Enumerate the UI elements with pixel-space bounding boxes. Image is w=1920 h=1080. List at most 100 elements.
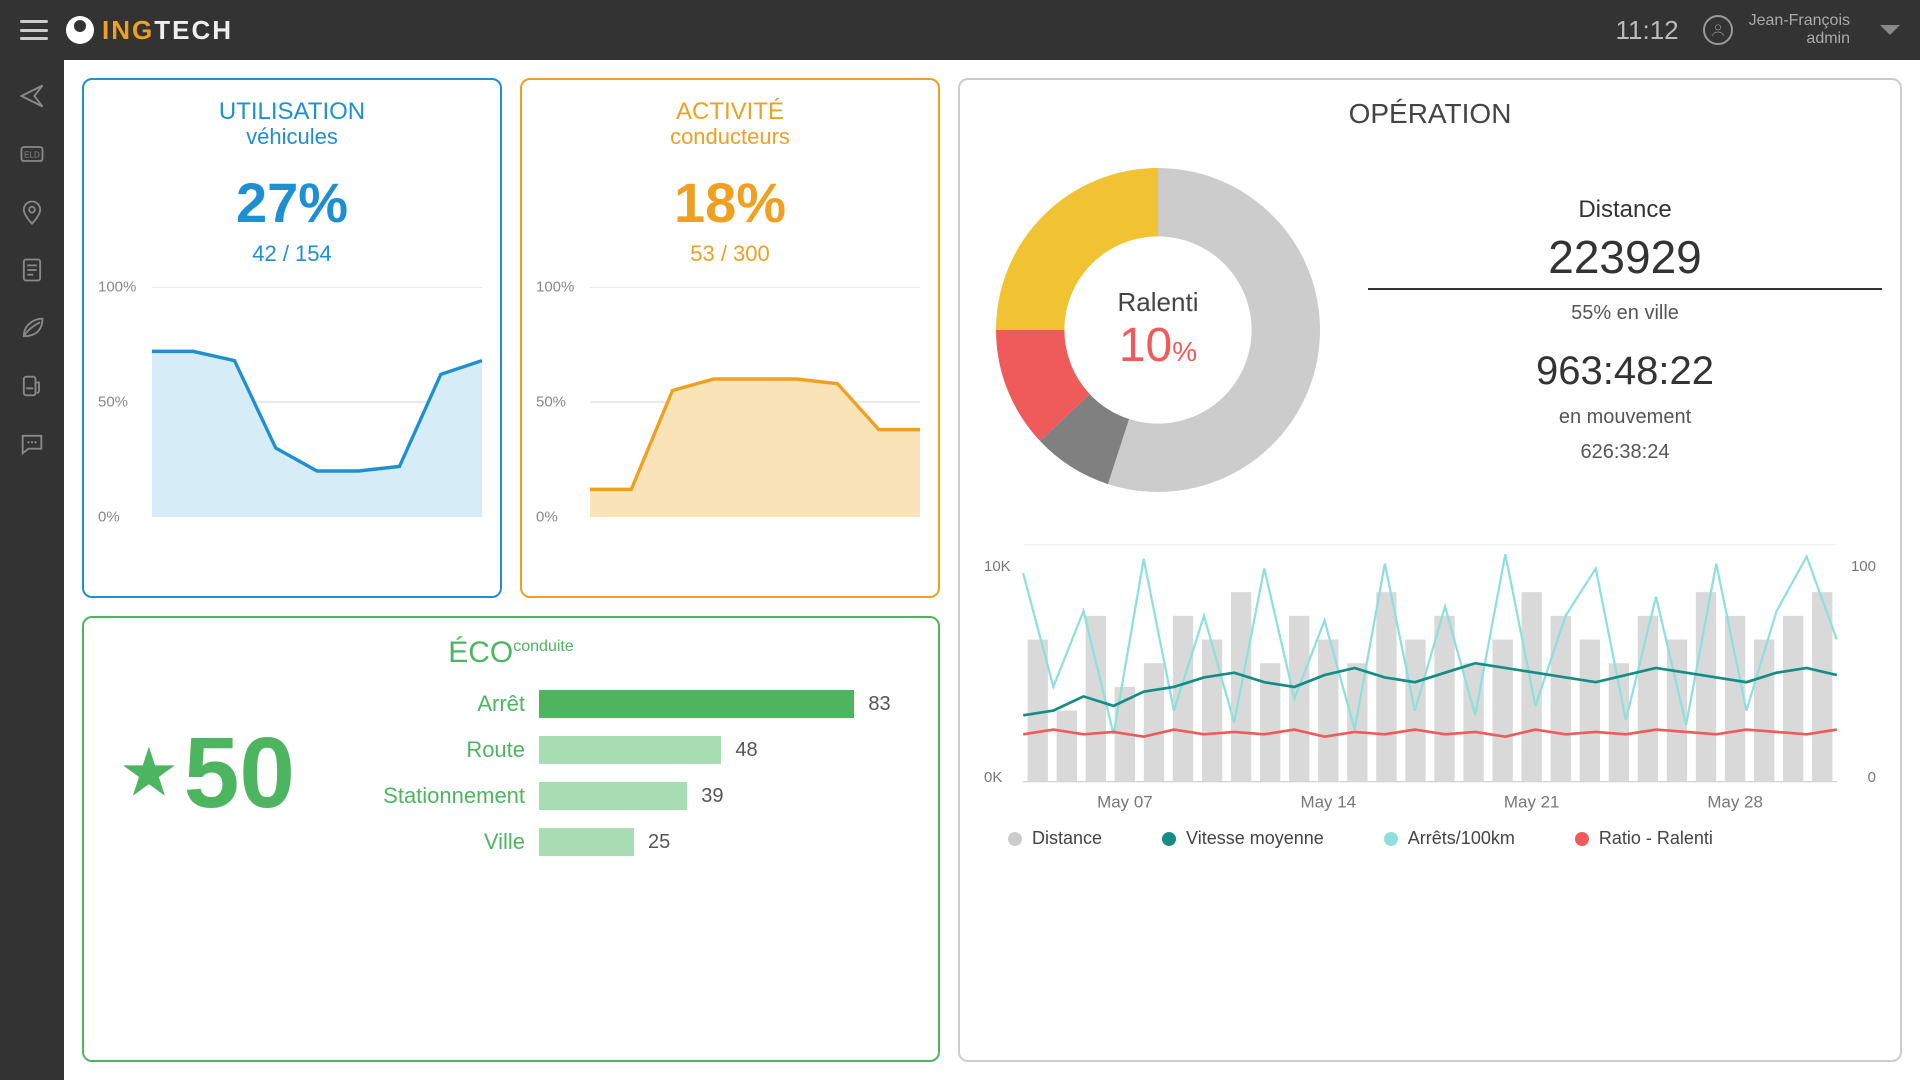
distance-label: Distance [1368,196,1882,224]
legend-item: Vitesse moyenne [1162,828,1324,849]
legend-dot [1008,832,1022,846]
header: INGTECH 11:12 Jean-François admin [0,0,1920,60]
main: UTILISATION véhicules 27% 42 / 154 100% … [64,60,1920,1080]
donut-label: Ralenti [1118,287,1199,318]
y-tick: 100% [536,279,574,296]
eco-bar-label: Stationnement [335,783,525,809]
activite-subtitle: conducteurs [540,124,920,150]
utilisation-card: UTILISATION véhicules 27% 42 / 154 100% … [82,78,502,598]
eco-bar-row: Ville 25 [335,828,900,856]
sidebar: ELD [0,60,64,1080]
utilisation-title: UTILISATION [102,98,482,126]
user-block[interactable]: Jean-François admin [1749,12,1850,49]
operation-legend: Distance Vitesse moyenne Arrêts/100km Ratio… [978,828,1882,849]
legend-label: Vitesse moyenne [1186,828,1324,849]
eco-title-main: ÉCO [448,636,513,669]
clock: 11:12 [1615,15,1678,46]
left-tick: 0K [984,769,1002,786]
donut-value: 10 [1119,319,1172,372]
y-tick: 0% [98,509,120,526]
moving-label: en mouvement [1368,406,1882,429]
moving-time: 963:48:22 [1368,349,1882,394]
eco-bar-row: Route 48 [335,736,900,764]
chevron-down-icon[interactable] [1880,25,1900,35]
star-icon: ★ [122,738,176,808]
body: ELD UTILISATION véhicules 27% 42 / 154 1… [0,60,1920,1080]
y-tick: 100% [98,279,136,296]
user-icon[interactable] [1703,15,1733,45]
activite-card: ACTIVITÉ conducteurs 18% 53 / 300 100% 5… [520,78,940,598]
svg-text:ELD: ELD [24,151,40,160]
eco-bar-label: Ville [335,829,525,855]
eco-bar-value: 48 [735,739,757,762]
activite-chart: 100% 50% 0% [540,287,920,517]
operation-chart: 10K 0K 100 0 May 07 May 14 May 21 May 28 [978,534,1882,814]
eco-bar [539,736,721,764]
eco-score-value: 50 [184,716,295,831]
eco-card: ÉCOconduite ★50 Arrêt 83 Route 48 Stationnem… [82,616,940,1062]
y-tick: 0% [536,509,558,526]
utilisation-chart: 100% 50% 0% [102,287,482,517]
svg-text:May 07: May 07 [1097,793,1153,812]
eco-bars: Arrêt 83 Route 48 Stationnement 39 Ville 25 [335,690,900,856]
utilisation-value: 27% [102,170,482,235]
legend-label: Ratio - Ralenti [1599,828,1713,849]
operation-donut: Ralenti 10% [978,150,1338,510]
eco-bar-value: 25 [648,831,670,854]
right-tick: 0 [1868,769,1876,786]
activite-value: 18% [540,170,920,235]
brand-part-2: TECH [154,15,233,45]
activite-title: ACTIVITÉ [540,98,920,126]
eco-bar-label: Arrêt [335,691,525,717]
brand-part-1: ING [102,15,154,45]
eco-bar-row: Arrêt 83 [335,690,900,718]
eco-bar-row: Stationnement 39 [335,782,900,810]
logo: INGTECH [66,15,233,46]
operation-card: OPÉRATION Ralenti 10% Distance 223929 55… [958,78,1902,1062]
app: INGTECH 11:12 Jean-François admin ELD [0,0,1920,1080]
user-name: Jean-François [1749,12,1850,30]
eco-bar [539,828,634,856]
legend-dot [1575,832,1589,846]
utilisation-subtitle: véhicules [102,124,482,150]
eco-bar [539,690,854,718]
legend-label: Distance [1032,828,1102,849]
chat-icon[interactable] [16,428,48,460]
right-tick: 100 [1851,558,1876,575]
clipboard-icon[interactable] [16,254,48,286]
fuel-icon[interactable] [16,370,48,402]
legend-item: Distance [1008,828,1102,849]
svg-text:May 14: May 14 [1301,793,1357,812]
eld-icon[interactable]: ELD [16,138,48,170]
y-tick: 50% [536,394,566,411]
operation-title: OPÉRATION [978,98,1882,130]
eco-title: ÉCOconduite [102,636,920,670]
legend-dot [1384,832,1398,846]
location-pin-icon[interactable] [16,196,48,228]
city-pct: 55% en ville [1368,302,1882,325]
eco-bar-label: Route [335,737,525,763]
utilisation-ratio: 42 / 154 [102,241,482,267]
operation-stats: Distance 223929 55% en ville 963:48:22 e… [1368,196,1882,464]
sub-time: 626:38:24 [1368,441,1882,464]
svg-text:May 28: May 28 [1707,793,1763,812]
left-tick: 10K [984,558,1011,575]
eco-bar-value: 39 [701,785,723,808]
legend-item: Ratio - Ralenti [1575,828,1713,849]
activite-ratio: 53 / 300 [540,241,920,267]
user-role: admin [1806,30,1850,48]
menu-icon[interactable] [20,20,48,40]
leaf-icon[interactable] [16,312,48,344]
donut-pct: % [1172,336,1197,367]
eco-title-sup: conduite [513,638,574,655]
svg-text:May 21: May 21 [1504,793,1560,812]
legend-label: Arrêts/100km [1408,828,1515,849]
eco-bar-value: 83 [868,693,890,716]
logo-mark [66,16,94,44]
legend-dot [1162,832,1176,846]
eco-score: ★50 [122,716,295,831]
legend-item: Arrêts/100km [1384,828,1515,849]
y-tick: 50% [98,394,128,411]
nav-arrow-icon[interactable] [16,80,48,112]
eco-bar [539,782,687,810]
